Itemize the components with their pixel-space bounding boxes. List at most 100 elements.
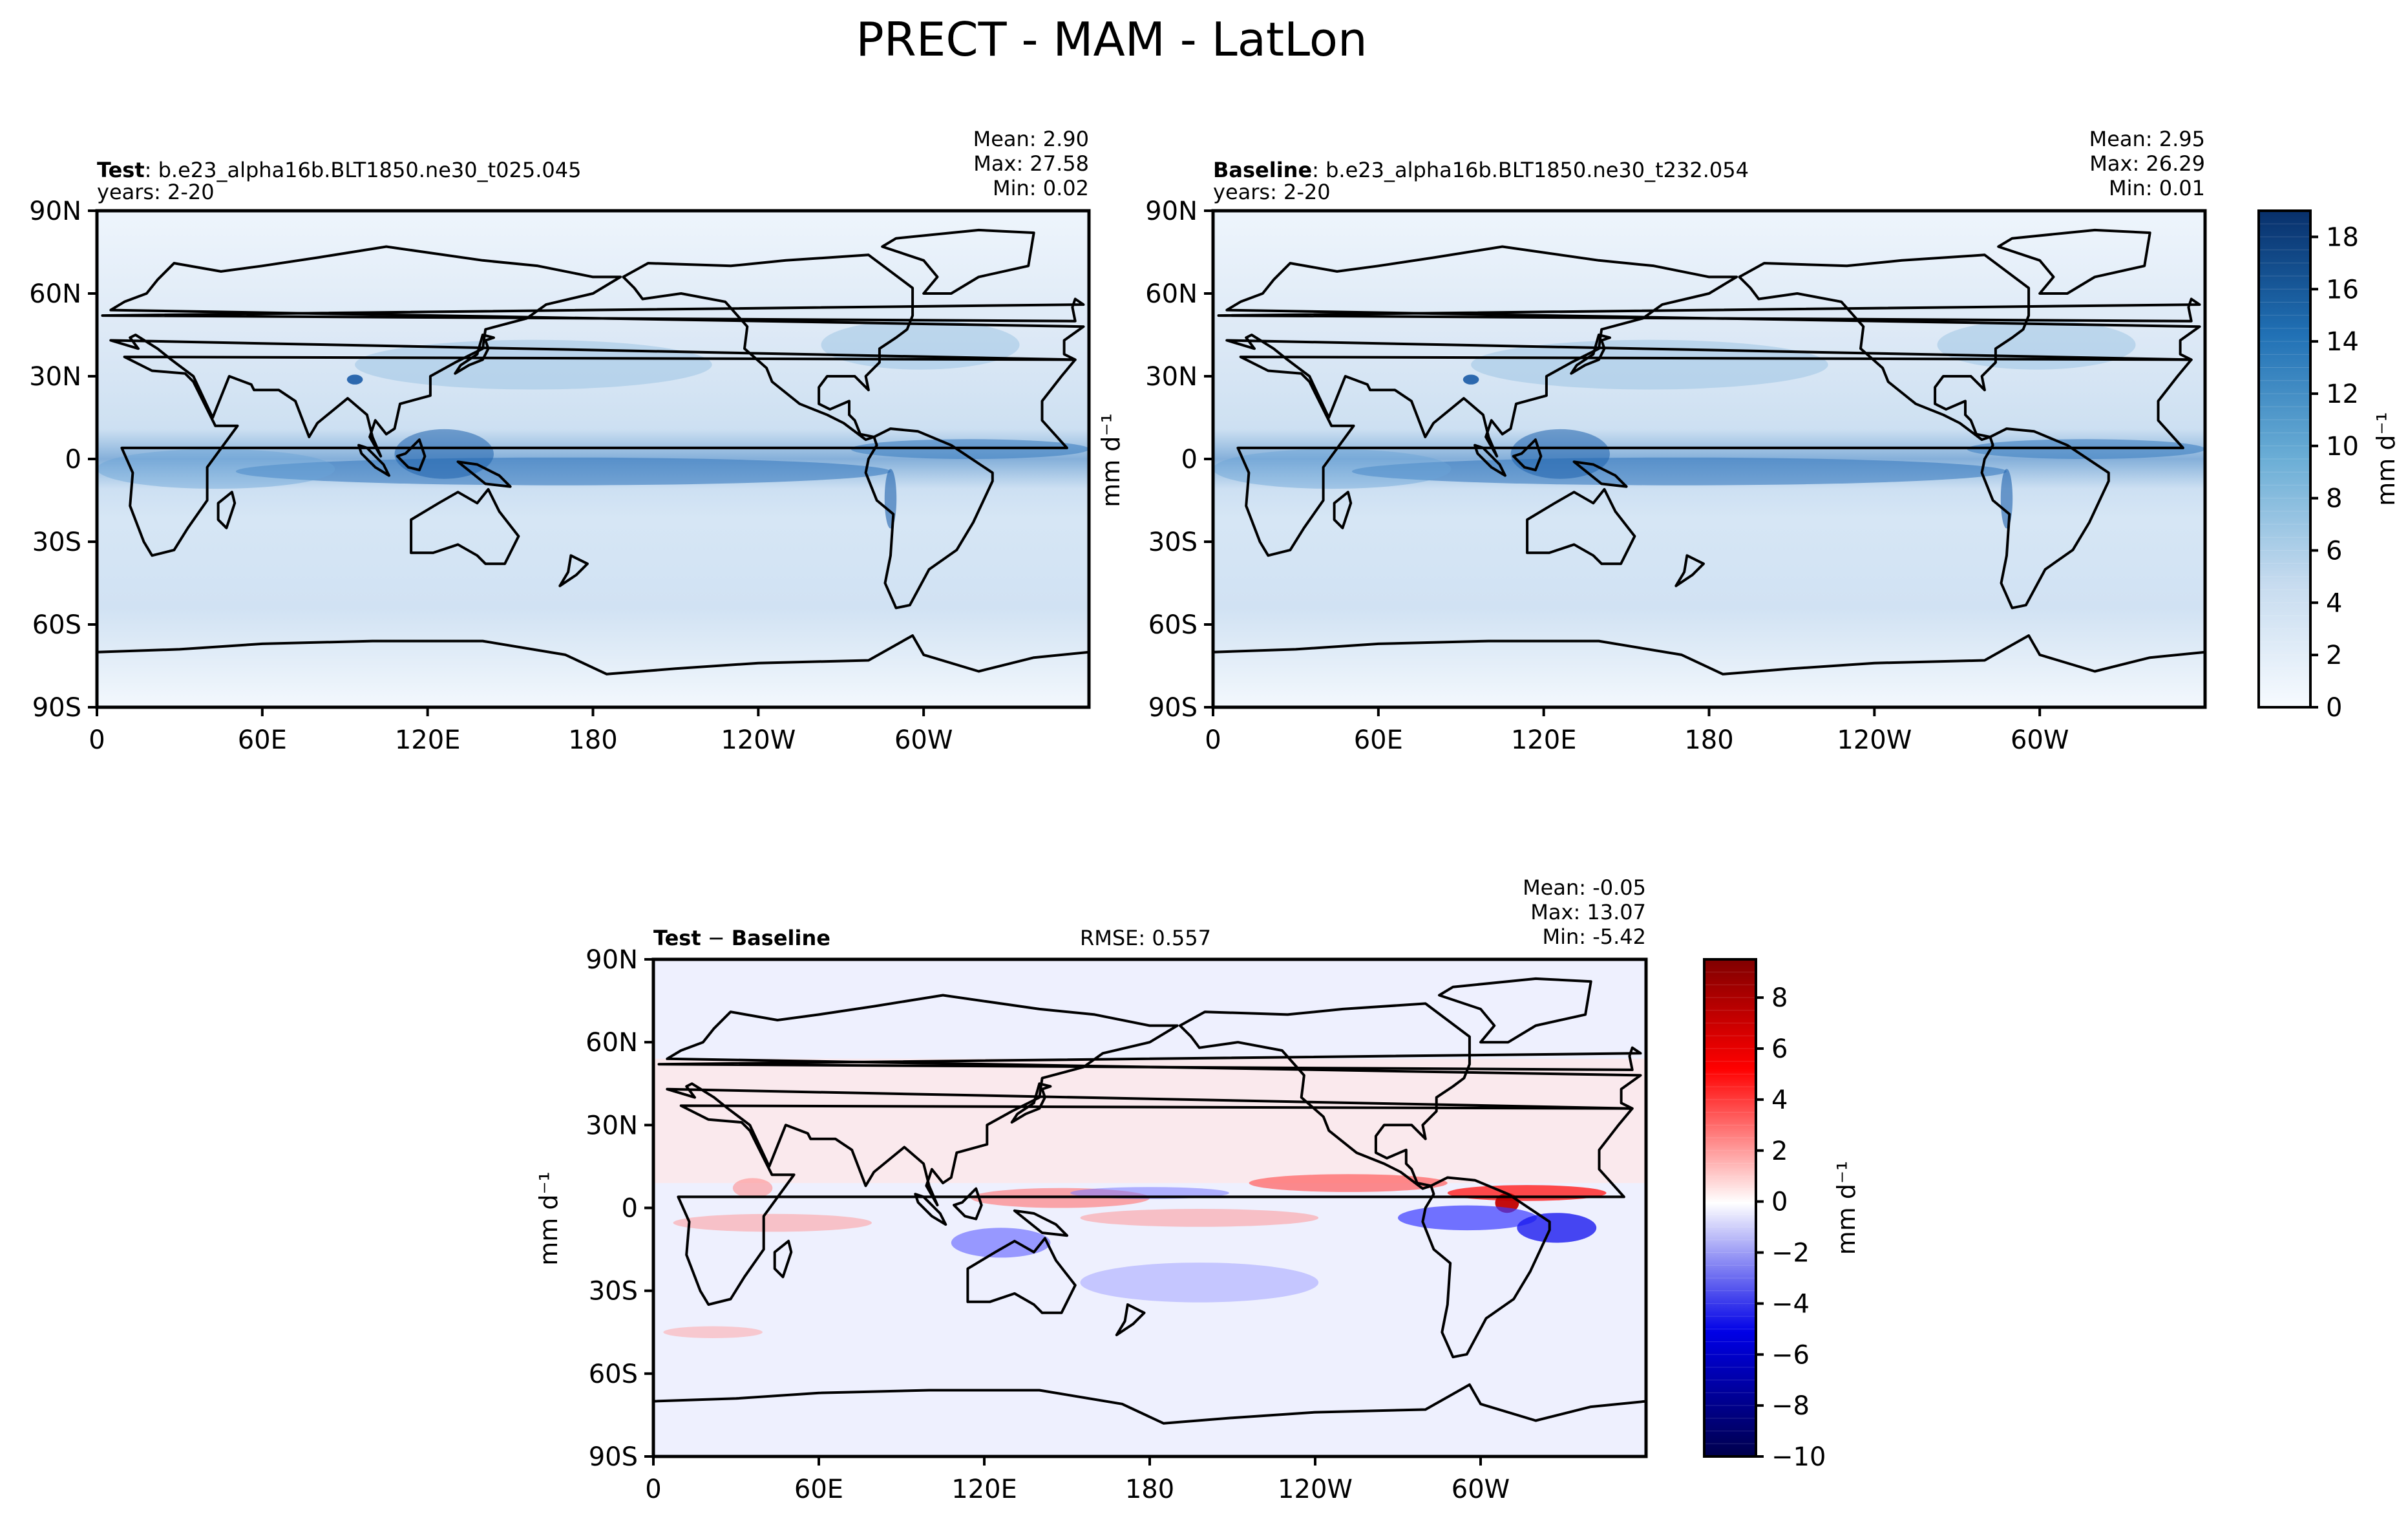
panel-label-baseline: Baseline — [732, 926, 830, 950]
y-tick-label: 0 — [65, 445, 81, 475]
coastline-sumatra — [914, 1193, 947, 1226]
x-tick-label: 60E — [794, 1475, 843, 1504]
figure-title: PRECT - MAM - LatLon — [856, 12, 1367, 67]
stat-mean: Mean: 2.95 — [2089, 127, 2205, 151]
y-tick-label: 60N — [586, 1028, 638, 1058]
colorbar-tick-label: 4 — [1771, 1085, 1788, 1115]
colorbar-unit-label: mm d⁻¹ — [1832, 1161, 1861, 1255]
positive-anomaly-indian — [673, 1213, 872, 1232]
colorbar-tick-label: 8 — [1771, 983, 1788, 1013]
panel-label-case: : b.e23_alpha16b.BLT1850.ne30_t232.054 — [1312, 158, 1749, 182]
colorbar-tick-label: −6 — [1771, 1340, 1810, 1370]
coastline-africa — [1236, 356, 2193, 557]
rmse-label: RMSE: 0.557 — [1080, 926, 1211, 950]
coastline-madagascar — [217, 491, 237, 529]
coastline-africa — [120, 356, 1077, 557]
x-tick-label: 60W — [2011, 725, 2069, 755]
coastline-newguinea — [1572, 460, 1628, 488]
coastline-nz — [1115, 1303, 1146, 1336]
colorbar-tick-label: 6 — [1771, 1034, 1788, 1064]
coastline-borneo — [953, 1187, 983, 1221]
coastline-madagascar — [773, 1239, 793, 1279]
x-tick-label: 120W — [1278, 1475, 1353, 1504]
colorbar-tick-label: 2 — [2326, 641, 2342, 670]
coastline-greenland — [1997, 228, 2151, 295]
stat-mean: Mean: -0.05 — [1523, 875, 1646, 900]
coastline-eurasia — [109, 245, 1085, 458]
colorbar-tick-label: 10 — [2326, 432, 2359, 462]
x-tick-label: 60E — [1354, 725, 1403, 755]
x-tick-label: 60W — [1452, 1475, 1510, 1504]
y-tick-label: 30N — [1145, 362, 1198, 392]
x-tick-label: 0 — [1205, 725, 1221, 755]
maritime-continent-max — [394, 429, 494, 479]
continent-outlines — [97, 228, 1089, 707]
colorbar-tick-label: 4 — [2326, 588, 2342, 618]
colorbar-tick-label: 12 — [2326, 379, 2359, 409]
continent-outlines — [653, 977, 1646, 1456]
years-label: years: 2-20 — [97, 180, 215, 204]
n-pacific-storm-track — [1471, 339, 1828, 390]
x-tick-label: 120E — [1511, 725, 1577, 755]
coastline-samerica — [864, 427, 994, 610]
coastline-madagascar — [1333, 491, 1353, 529]
colorbar-fill — [2259, 211, 2310, 707]
colorbar-tick-label: 6 — [2326, 536, 2342, 566]
coastline-eurasia — [666, 994, 1642, 1207]
stat-min: Min: 0.01 — [2109, 176, 2205, 200]
coastline-borneo — [1512, 438, 1543, 472]
y-tick-label: 30N — [29, 362, 81, 392]
colorbar-tick-label: 0 — [1771, 1188, 1788, 1217]
coastline-eurasia — [1225, 245, 2201, 458]
coastline-namerica — [1738, 253, 2031, 442]
coastline-borneo — [396, 438, 427, 472]
coastline-australia — [410, 487, 520, 566]
x-tick-label: 120E — [395, 725, 461, 755]
negative-anomaly-east-pacific — [1398, 1205, 1537, 1231]
y-tick-label: 90N — [1145, 197, 1198, 226]
panel-label-case: : b.e23_alpha16b.BLT1850.ne30_t025.045 — [145, 158, 582, 182]
coastline-greenland — [881, 228, 1035, 295]
nh-positive-region — [653, 1058, 1646, 1184]
negative-anomaly-maritime — [951, 1228, 1051, 1258]
andes-max — [884, 469, 897, 529]
shared-unit-label: mm d⁻¹ — [1097, 413, 1125, 507]
panel-label: Test − Baseline — [653, 926, 830, 950]
x-tick-label: 180 — [1684, 725, 1733, 755]
coastline-uk — [657, 1046, 1642, 1071]
colorbar-unit-label: mm d⁻¹ — [2372, 412, 2400, 506]
y-tick-label: 60S — [1148, 610, 1198, 640]
coastline-namerica — [622, 253, 914, 442]
y-tick-label: 0 — [1181, 445, 1198, 475]
panel-label-name: Test — [97, 158, 145, 182]
coastline-australia — [966, 1237, 1077, 1314]
coastline-nz — [558, 554, 589, 588]
coastline-australia — [1526, 487, 1636, 566]
coastline-sumatra — [357, 443, 390, 477]
diff-colorbar: −10 −8 −6 −4 −2 0 2 4 6 8 mm d⁻¹ — [1703, 958, 1861, 1472]
x-tick-label: 120E — [951, 1475, 1017, 1504]
himalaya-max — [346, 374, 363, 385]
indian-rain-band — [1213, 449, 1452, 489]
coastline-namerica — [1178, 1002, 1471, 1190]
coastline-japan — [1570, 334, 1611, 375]
y-tick-label: 60N — [29, 279, 81, 309]
continent-outlines — [1213, 228, 2205, 707]
field-test — [97, 211, 1089, 707]
stat-max: Max: 26.29 — [2089, 151, 2205, 176]
colorbar-frame — [1703, 958, 1757, 1458]
x-tick-label: 60W — [894, 725, 953, 755]
years-label: years: 2-20 — [1213, 180, 1331, 204]
coastline-antarctica — [1213, 634, 2205, 707]
stat-min: Min: -5.42 — [1542, 924, 1646, 949]
y-tick-label: 90N — [29, 197, 81, 226]
colorbar-tick-label: −8 — [1771, 1391, 1810, 1421]
positive-anomaly-africa — [732, 1178, 773, 1199]
panel-label: Baseline: b.e23_alpha16b.BLT1850.ne30_t2… — [1213, 158, 1749, 182]
coastline-japan — [1010, 1082, 1052, 1124]
y-tick-label: 60S — [589, 1360, 638, 1389]
colorbar-tick-label: −10 — [1771, 1442, 1826, 1472]
